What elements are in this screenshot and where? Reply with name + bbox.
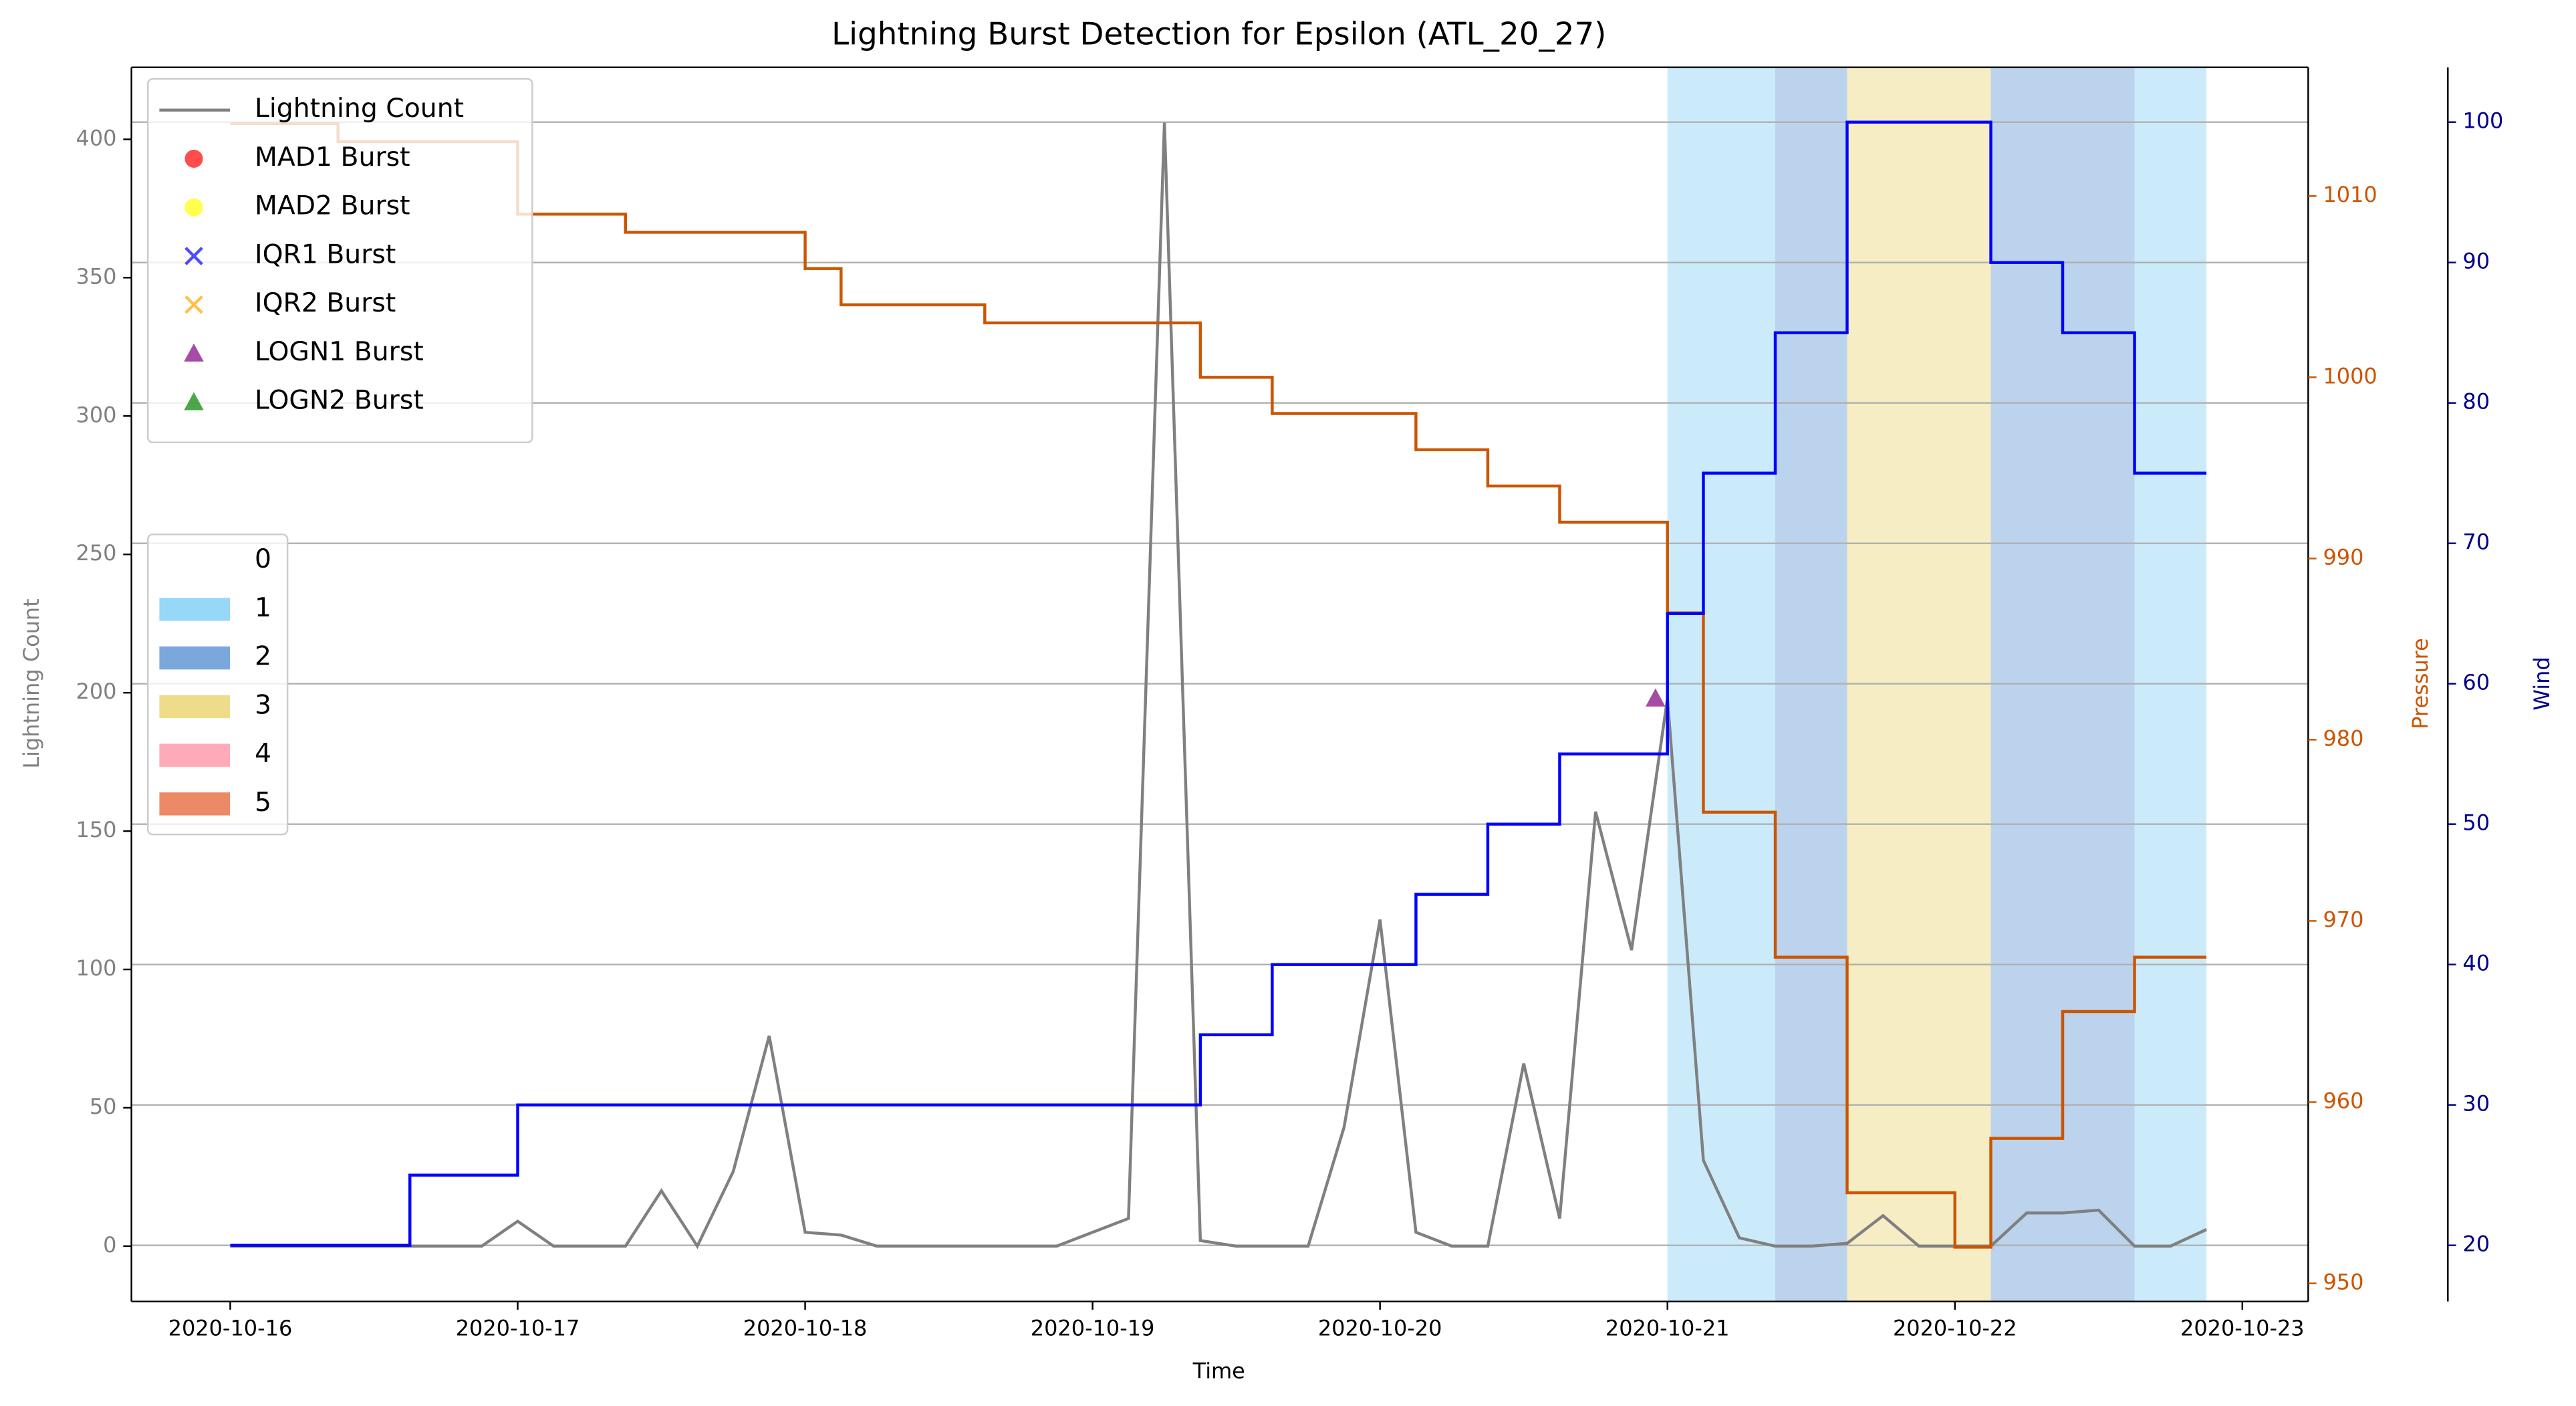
y2-tick-label: 950 [2323,1270,2363,1295]
y3-tick-label: 80 [2462,389,2490,415]
legend-swatch [184,343,204,362]
y-tick-label: 100 [76,955,117,981]
y3-tick-label: 20 [2462,1232,2490,1257]
y3-tick-label: 50 [2462,810,2490,836]
y3-tick-label: 90 [2462,249,2490,274]
y2-tick-label: 970 [2323,907,2363,932]
legend-swatch [184,247,203,265]
x-tick-label: 2020-10-17 [456,1315,580,1340]
y-tick-label: 0 [103,1232,116,1258]
y-tick-label: 150 [76,817,117,842]
y-tick-label: 250 [76,540,117,566]
legend-label: 3 [255,690,271,720]
legend-label: LOGN2 Burst [255,386,424,416]
chart-title: Lightning Burst Detection for Epsilon (A… [831,17,1606,53]
y-tick-label: 50 [90,1094,117,1119]
x-tick-label: 2020-10-16 [168,1315,293,1340]
y2-tick-label: 1010 [2323,182,2377,207]
legend-swatch [159,792,231,816]
y3-tick-label: 60 [2462,670,2490,695]
legend-label: 4 [255,739,271,769]
y2-tick-label: 1000 [2323,363,2377,388]
burst-marker [1646,688,1666,707]
x-tick-label: 2020-10-18 [743,1315,868,1340]
x-tick-label: 2020-10-21 [1605,1315,1730,1340]
x-axis-label: Time [1192,1358,1245,1383]
legend-swatch [184,392,204,411]
legend-label: IQR1 Burst [255,239,396,269]
series-line [230,122,2207,1250]
y2-tick-label: 980 [2323,725,2363,751]
y3-tick-label: 100 [2462,108,2503,134]
series-line [230,122,2207,1249]
legend-label: 5 [255,788,271,818]
x-tick-label: 2020-10-23 [2180,1315,2305,1340]
legend-swatch [159,695,231,719]
legend-swatch [159,646,231,670]
y3-tick-label: 30 [2462,1091,2490,1117]
x-tick-label: 2020-10-22 [1893,1315,2017,1340]
x-tick-label: 2020-10-20 [1318,1315,1442,1340]
y-tick-label: 200 [76,679,117,704]
series-line [230,120,2207,1247]
x-tick-label: 2020-10-19 [1031,1315,1155,1340]
y2-tick-label: 990 [2323,544,2363,570]
y-tick-label: 300 [76,402,117,427]
y2-tick-label: 960 [2323,1088,2363,1114]
y3-tick-label: 70 [2462,530,2490,555]
legend-swatch [184,295,203,314]
legend-label: 1 [255,593,271,623]
legend-box [146,78,533,443]
legend-swatch [159,743,231,767]
legend-label: IQR2 Burst [255,288,396,318]
legend-label: 0 [255,544,271,574]
y2-axis-label: Pressure [2408,638,2433,729]
y-axis-label: Lightning Count [19,598,44,768]
legend-swatch [184,149,203,168]
legend-swatch [159,549,231,572]
legend-label: MAD1 Burst [255,142,410,172]
y-tick-label: 400 [76,125,117,150]
legend-label: MAD2 Burst [255,191,410,221]
legend-label: LOGN1 Burst [255,337,424,367]
legend-label: Lightning Count [255,94,464,124]
legend-swatch [159,598,231,621]
legend-swatch [184,198,203,217]
y3-axis-label: Wind [2529,657,2555,710]
legend-label: 2 [255,642,271,672]
y-tick-label: 350 [76,263,117,289]
y3-tick-label: 40 [2462,951,2490,976]
